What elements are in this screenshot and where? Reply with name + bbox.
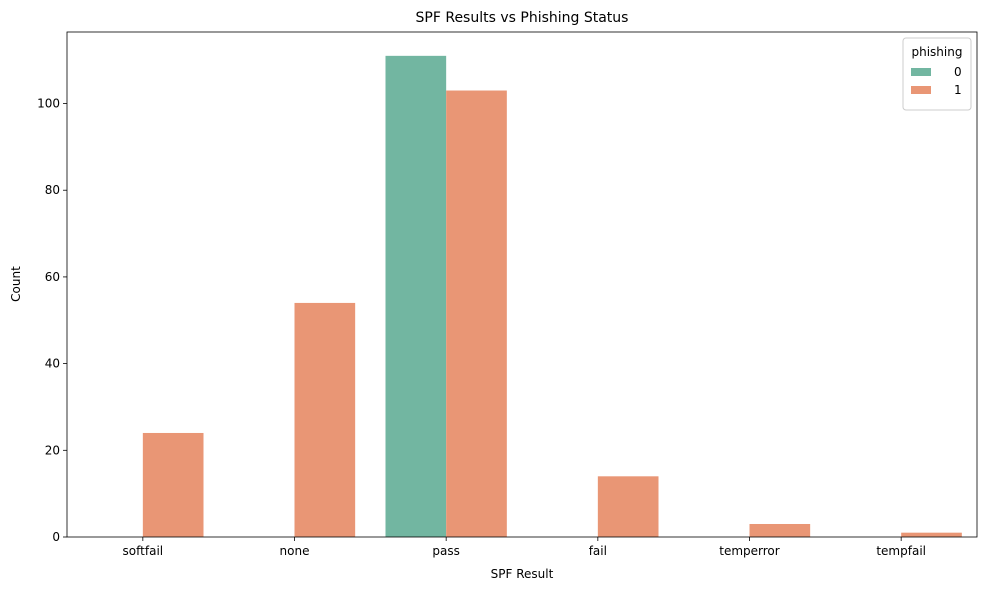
x-axis-label: SPF Result bbox=[491, 567, 554, 581]
x-axis: softfail none pass fail temperror tempfail bbox=[123, 537, 926, 558]
chart-title: SPF Results vs Phishing Status bbox=[416, 10, 629, 26]
legend-items: 01 bbox=[911, 65, 962, 97]
x-tick-label: softfail bbox=[123, 544, 164, 558]
legend-label-1: 1 bbox=[954, 83, 962, 97]
y-tick-label: 100 bbox=[37, 97, 60, 111]
bar-pass-phishing-0 bbox=[385, 55, 447, 538]
bars-layer bbox=[142, 55, 962, 538]
y-tick-label: 0 bbox=[52, 530, 60, 544]
x-tick-label: tempfail bbox=[876, 544, 926, 558]
x-tick-label: pass bbox=[432, 544, 459, 558]
x-tick-label: none bbox=[280, 544, 310, 558]
y-axis: 0 20 40 60 80 100 bbox=[37, 97, 67, 544]
bar-tempfail-phishing-1 bbox=[901, 532, 962, 537]
bar-none-phishing-1 bbox=[294, 302, 356, 537]
y-axis-label: Count bbox=[9, 266, 23, 302]
y-tick-label: 20 bbox=[45, 443, 60, 457]
y-tick-label: 80 bbox=[45, 183, 60, 197]
x-tick-label: temperror bbox=[719, 544, 780, 558]
legend-swatch-0 bbox=[911, 68, 931, 76]
y-tick-label: 40 bbox=[45, 357, 60, 371]
bar-fail-phishing-1 bbox=[597, 476, 659, 537]
legend: phishing 01 bbox=[902, 37, 972, 111]
legend-title: phishing bbox=[912, 45, 963, 59]
bar-pass-phishing-1 bbox=[446, 90, 507, 537]
plot-frame bbox=[66, 31, 978, 538]
legend-swatch-1 bbox=[911, 86, 931, 94]
y-tick-label: 60 bbox=[45, 270, 60, 284]
legend-label-0: 0 bbox=[954, 65, 962, 79]
bar-softfail-phishing-1 bbox=[142, 432, 204, 537]
bar-temperror-phishing-1 bbox=[749, 523, 811, 537]
x-tick-label: fail bbox=[589, 544, 607, 558]
